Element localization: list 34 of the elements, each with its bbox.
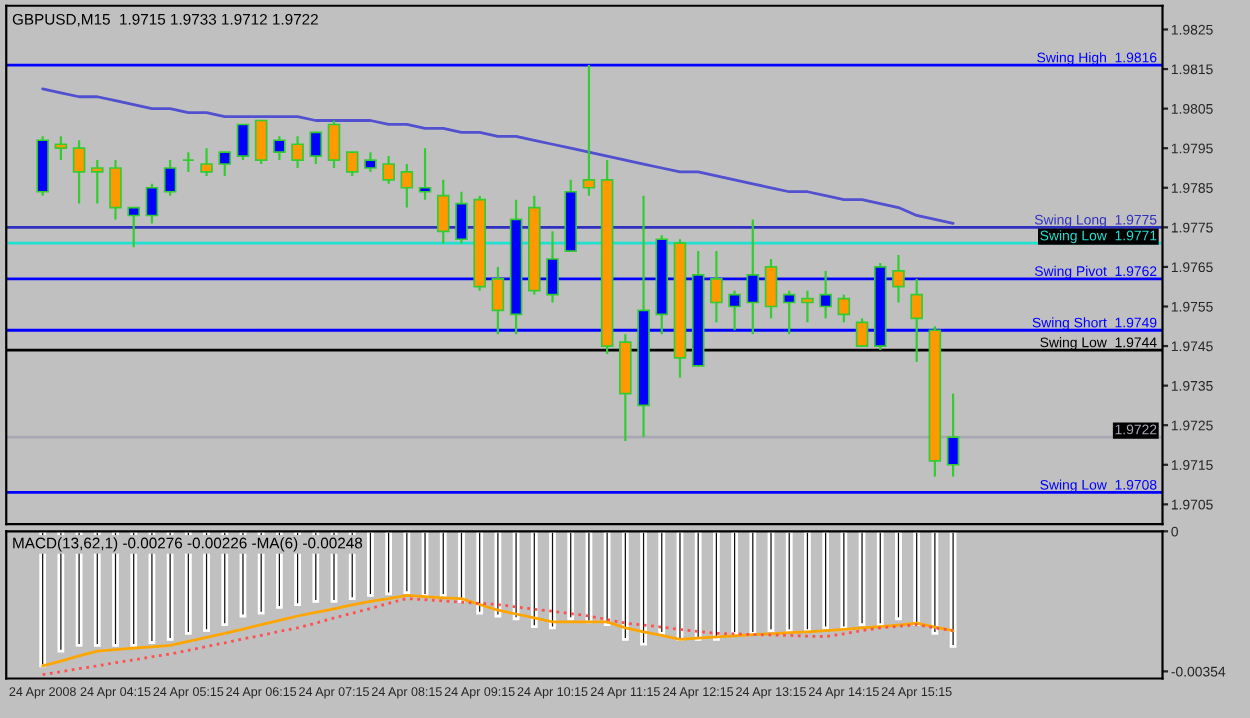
candlestick [710, 249, 723, 324]
candlestick [127, 206, 141, 249]
candlestick [801, 289, 814, 324]
candlestick [892, 253, 905, 304]
candlestick [109, 158, 122, 221]
candlestick [855, 317, 869, 348]
candlestick [436, 178, 450, 245]
candlestick [837, 293, 851, 324]
candlestick [910, 277, 923, 363]
candlestick [182, 151, 195, 174]
candlestick [291, 135, 304, 170]
candlestick [364, 151, 377, 174]
candlestick [54, 135, 68, 162]
candlestick [309, 131, 323, 166]
candlestick [345, 151, 359, 178]
candlestick [418, 147, 432, 201]
candlestick [72, 139, 86, 205]
candlestick [163, 158, 177, 197]
candlestick [764, 257, 778, 320]
candlestick [200, 147, 213, 178]
line-series [41, 87, 955, 225]
candlestick [327, 119, 341, 170]
candlestick [236, 123, 250, 162]
candlestick [946, 392, 960, 478]
candlestick [491, 265, 505, 336]
candlestick [218, 151, 232, 178]
candlestick [400, 162, 414, 209]
candlestick [145, 182, 159, 225]
candlestick [582, 63, 596, 197]
candlestick [254, 119, 268, 166]
candlestick [273, 135, 286, 162]
candlestick [455, 190, 468, 245]
candlestick [382, 155, 395, 185]
candlestick [90, 158, 104, 205]
